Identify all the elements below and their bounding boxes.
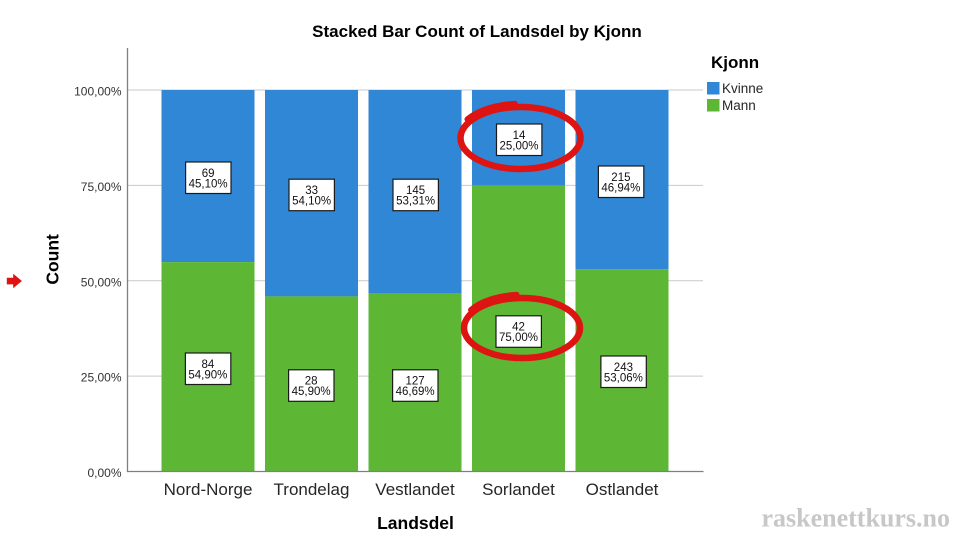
svg-text:45,90%: 45,90% — [292, 386, 331, 398]
svg-text:54,90%: 54,90% — [188, 369, 227, 381]
svg-text:243: 243 — [614, 362, 633, 374]
svg-text:53,06%: 53,06% — [604, 372, 643, 384]
svg-text:Stacked Bar Count of Landsdel: Stacked Bar Count of Landsdel by Kjonn — [312, 22, 642, 41]
svg-text:Trondelag: Trondelag — [274, 480, 350, 499]
svg-text:Vestlandet: Vestlandet — [375, 480, 455, 499]
svg-text:25,00%: 25,00% — [81, 371, 122, 385]
svg-text:84: 84 — [202, 359, 215, 371]
svg-text:46,94%: 46,94% — [601, 182, 640, 194]
svg-text:46,69%: 46,69% — [396, 386, 435, 398]
svg-text:Sorlandet: Sorlandet — [482, 480, 555, 499]
svg-text:50,00%: 50,00% — [81, 275, 122, 289]
svg-text:75,00%: 75,00% — [81, 180, 122, 194]
svg-text:Landsdel: Landsdel — [377, 513, 454, 533]
svg-text:33: 33 — [305, 185, 318, 197]
svg-text:75,00%: 75,00% — [499, 332, 538, 344]
svg-text:53,31%: 53,31% — [396, 196, 435, 208]
svg-text:45,10%: 45,10% — [189, 178, 228, 190]
svg-text:0,00%: 0,00% — [87, 466, 121, 480]
svg-text:127: 127 — [406, 376, 425, 388]
svg-text:Kvinne: Kvinne — [722, 81, 763, 96]
svg-text:69: 69 — [202, 168, 215, 180]
svg-text:25,00%: 25,00% — [499, 140, 538, 152]
svg-text:Ostlandet: Ostlandet — [586, 480, 659, 499]
svg-text:14: 14 — [513, 130, 526, 142]
svg-text:raskenettkurs.no: raskenettkurs.no — [761, 504, 950, 533]
svg-text:100,00%: 100,00% — [74, 85, 122, 99]
svg-text:Count: Count — [43, 234, 63, 285]
svg-text:28: 28 — [305, 376, 318, 388]
svg-text:Kjonn: Kjonn — [711, 53, 759, 72]
svg-text:Mann: Mann — [722, 98, 756, 113]
svg-text:215: 215 — [611, 172, 630, 184]
svg-text:54,10%: 54,10% — [292, 196, 331, 208]
svg-text:145: 145 — [406, 185, 425, 197]
svg-text:42: 42 — [512, 322, 525, 334]
svg-text:Nord-Norge: Nord-Norge — [164, 480, 253, 499]
